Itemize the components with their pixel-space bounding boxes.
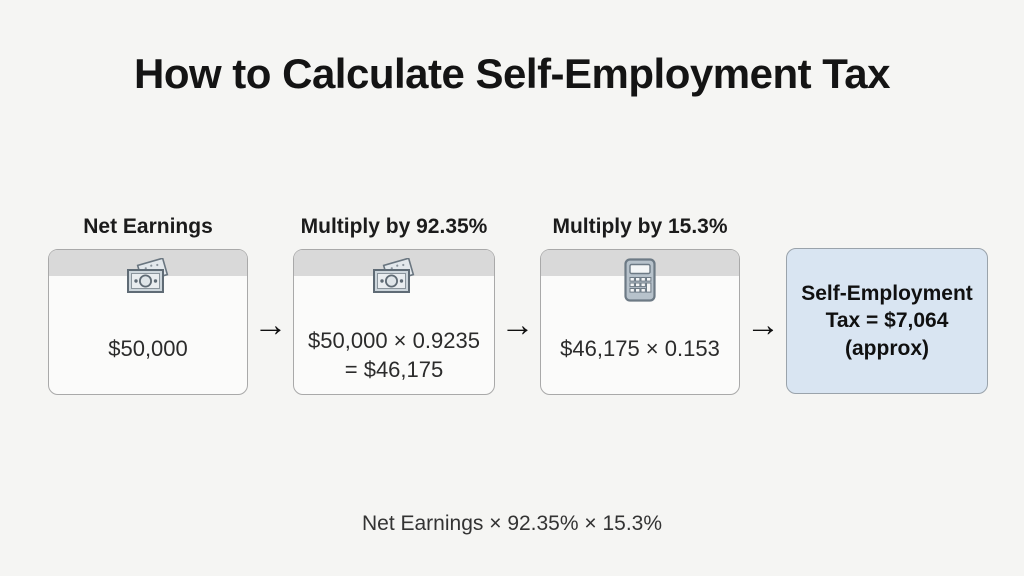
step-card-multiply-153: $46,175 × 0.153	[540, 249, 740, 395]
step-card-multiply-9235: $50,000 × 0.9235 = $46,175	[293, 249, 495, 395]
step-value: $50,000	[49, 334, 247, 363]
formula-text: Net Earnings × 92.35% × 15.3%	[361, 512, 663, 535]
arrow-icon: →	[253, 306, 288, 344]
arrow-icon: →	[746, 306, 780, 344]
calculator-icon	[624, 258, 656, 302]
result-line: (approx)	[845, 336, 929, 360]
step-label-net-earnings: Net Earnings	[83, 215, 213, 238]
step-value-line: $50,000 × 0.9235	[308, 328, 480, 353]
step-value: $46,175 × 0.153	[541, 334, 739, 363]
step-card-net-earnings: $50,000	[48, 249, 248, 395]
step-value: $50,000 × 0.9235 = $46,175	[294, 326, 494, 384]
arrow-icon: →	[500, 306, 535, 344]
banknote-icon	[126, 257, 170, 294]
result-card: Self-Employment Tax = $7,064 (approx)	[786, 248, 988, 394]
result-line: Tax = $7,064	[825, 309, 949, 333]
step-value-line: $50,000	[108, 336, 188, 361]
banknote-icon	[372, 257, 416, 294]
result-line: Self-Employment	[801, 281, 973, 305]
step-value-line: = $46,175	[344, 357, 444, 382]
step-label-multiply-9235: Multiply by 92.35%	[300, 215, 488, 238]
page-title: How to Calculate Self-Employment Tax	[133, 50, 891, 97]
step-value-line: $46,175 × 0.153	[560, 336, 720, 361]
step-label-multiply-153: Multiply by 15.3%	[552, 215, 728, 238]
